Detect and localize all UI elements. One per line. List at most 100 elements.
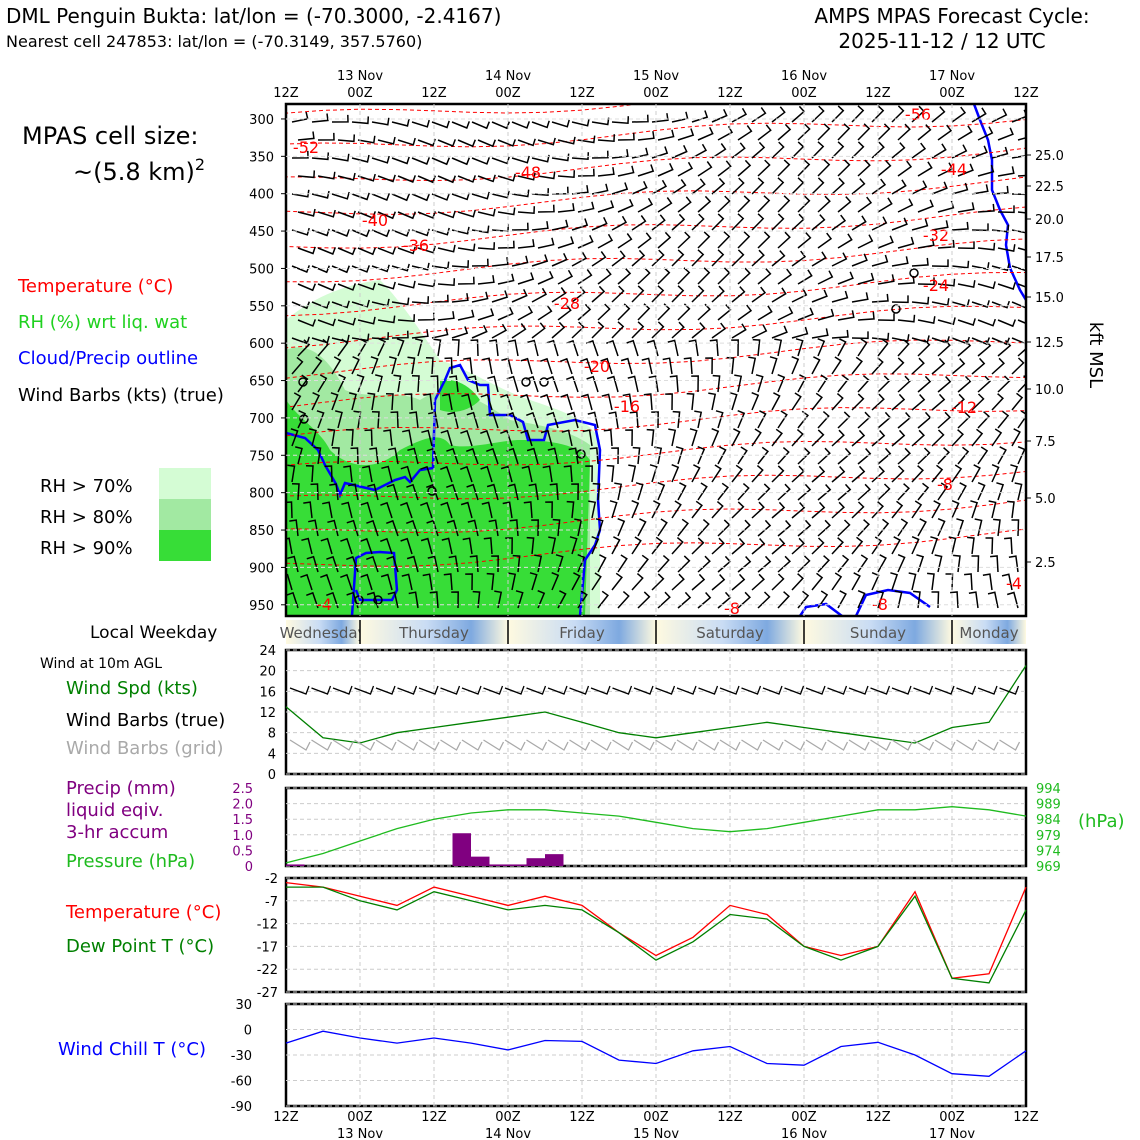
wind-barb (606, 375, 619, 393)
wind-barb (540, 393, 553, 411)
wind-barb (310, 483, 319, 501)
wind-barb (931, 298, 950, 306)
wind-barb (691, 213, 705, 231)
legend-temperature: Temperature (°C) (17, 276, 173, 297)
wind-barb (466, 411, 479, 429)
wind-barb (411, 329, 429, 339)
wind-barb (326, 591, 339, 609)
wind-barb (557, 590, 567, 609)
wind-barb (672, 410, 681, 429)
wind-barb (646, 339, 659, 357)
wind-barb (837, 411, 851, 429)
wind-barb (540, 357, 553, 375)
wind-barb (931, 464, 944, 483)
wind-barb (971, 393, 985, 411)
wind-barb (937, 124, 953, 141)
wind-barb (931, 591, 940, 609)
wind-barb (717, 160, 732, 177)
wind-barb (817, 270, 834, 285)
wind-barb (520, 429, 533, 447)
wind-barb (993, 518, 1001, 537)
wind-barb (911, 105, 925, 123)
wind-barb (611, 116, 630, 125)
wind-barb (305, 465, 314, 483)
wind-barb (671, 500, 682, 519)
wind-barb (991, 146, 1009, 159)
wind-barb (557, 304, 572, 321)
wind-barb (457, 309, 475, 321)
wind-barb (451, 293, 469, 303)
wind-barb (290, 428, 299, 447)
wind-barb (611, 536, 621, 555)
wind-barb (977, 281, 996, 290)
grid-wind-barb (870, 739, 892, 751)
wind-barb (487, 375, 499, 393)
wind-barb (291, 356, 304, 375)
wind-barb (597, 233, 614, 249)
wind-barb (797, 269, 813, 285)
wind-barb (631, 114, 649, 123)
wind-barbs (286, 105, 1026, 609)
surface-wind-barb (375, 685, 396, 695)
wind-barb (400, 465, 413, 483)
wind-barb (366, 591, 379, 609)
wind-barb (931, 220, 949, 231)
panel-tick-label: -30 (231, 1049, 252, 1064)
wind-barb (451, 192, 470, 201)
wind-barb (971, 337, 991, 346)
wind-barb (431, 227, 450, 236)
wind-barb (977, 340, 992, 357)
wind-barb (330, 392, 339, 411)
wind-barb (571, 572, 581, 591)
cloud-outline-1 (286, 363, 602, 616)
wind-barb (811, 251, 827, 267)
wind-barb (917, 277, 935, 286)
pressure-tick-label: 950 (249, 599, 274, 614)
wind-barb (591, 117, 610, 126)
pressure-tick-label: 900 (249, 561, 274, 576)
wind-barb (917, 124, 932, 141)
wind-barb (811, 465, 826, 483)
grid-wind-barb (461, 739, 483, 751)
wind-barb (523, 501, 533, 519)
wind-barb (1010, 464, 1019, 483)
wind-barb (771, 177, 785, 195)
grid-wind-barb (698, 739, 720, 751)
panel-tick-label: -7 (265, 895, 278, 910)
wind-barb (751, 107, 767, 123)
wind-barb (971, 145, 988, 159)
wind-barb (367, 392, 376, 411)
wind-barb (608, 411, 619, 429)
wind-barb (931, 357, 946, 375)
precip-bar (526, 858, 545, 866)
wind-barb (897, 275, 915, 285)
wind-barb (1008, 555, 1019, 573)
kft-tick-label: 2.5 (1035, 556, 1056, 571)
kft-tick-label: 10.0 (1035, 383, 1064, 398)
top-hour-label: 12Z (569, 86, 595, 101)
wind-barb (380, 501, 393, 519)
wind-barb (497, 173, 516, 182)
wind-barb (411, 375, 420, 393)
wind-barb (977, 482, 986, 501)
wind-barb (1011, 337, 1026, 345)
pressure-tick-label: 994 (1036, 782, 1061, 797)
precip-label-2: liquid eqiv. (66, 800, 163, 821)
wind-barb (1011, 357, 1025, 375)
wind-barb (748, 356, 757, 375)
wind-barb (997, 166, 1015, 177)
wind-barb (548, 536, 557, 555)
wind-barb (597, 303, 611, 321)
wind-barb (430, 375, 439, 393)
chill-label: Wind Chill T (°C) (58, 1039, 206, 1060)
wind-barb (771, 465, 785, 483)
wind-barb (683, 357, 693, 375)
wind-barb (797, 555, 811, 573)
wind-barb (506, 375, 519, 393)
wind-barb (877, 518, 890, 537)
wind-barb (967, 536, 975, 555)
wind-barb (322, 501, 333, 519)
wind-barb (437, 278, 456, 287)
wind-barb (711, 249, 725, 267)
wind-barb (316, 410, 325, 429)
